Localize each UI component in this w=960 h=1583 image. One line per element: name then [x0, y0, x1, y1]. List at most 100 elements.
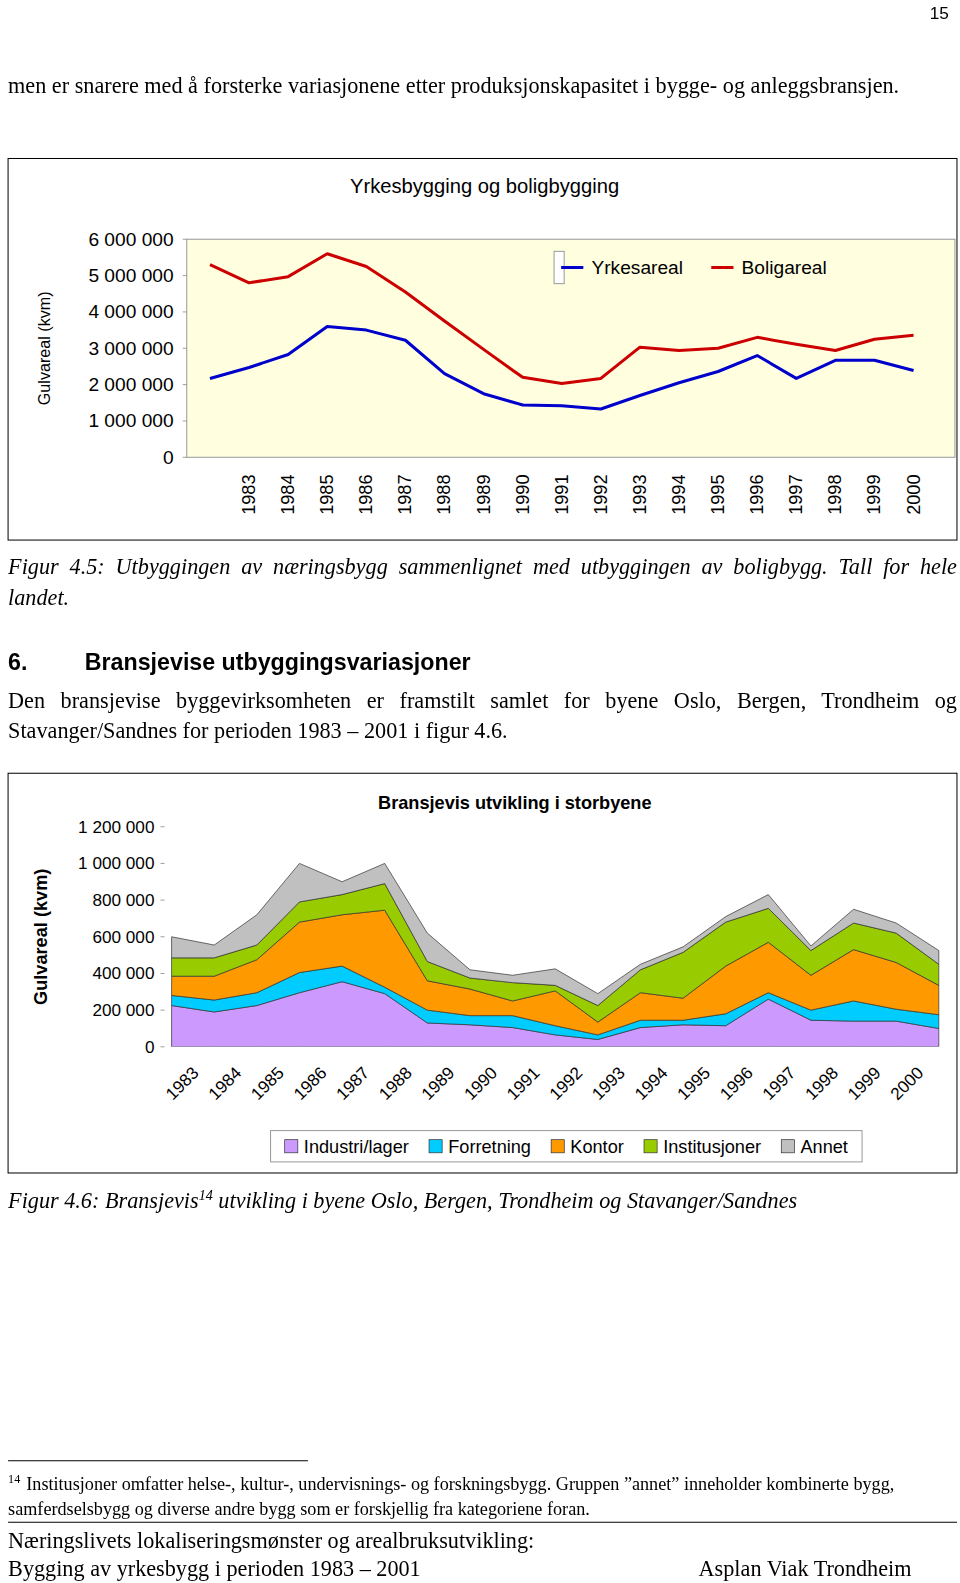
legend-label: Kontor	[570, 1137, 623, 1157]
x-tick-label: 1987	[395, 474, 415, 514]
y-tick	[161, 973, 165, 974]
x-tick-label: 1989	[417, 1063, 458, 1104]
legend-label: Boligareal	[742, 257, 827, 278]
x-tick-label: 1989	[474, 474, 494, 514]
heading: 6.Bransjevise utbyggingsvariasjoner	[8, 649, 957, 676]
area-series	[172, 863, 939, 1005]
y-tick	[161, 1010, 165, 1011]
x-tick-label: 1993	[630, 474, 650, 514]
y-tick-label: 6 000 000	[88, 229, 173, 250]
paragraph: Den bransjevise byggevirksomheten er fra…	[8, 685, 957, 746]
chart-title: Yrkesbygging og boligbygging	[350, 175, 619, 197]
charts-layer: Yrkesbygging og boligbygging 0 1 000 000 2 …	[0, 0, 960, 1583]
y-tick	[161, 936, 165, 937]
x-tick-label: 1985	[247, 1063, 288, 1104]
chart: Bransjevis utvikling i storbyene 0 200 000…	[8, 773, 957, 1173]
x-tick-label: 1984	[278, 474, 298, 514]
legend-swatch	[644, 1140, 657, 1153]
footnote: 14Institusjoner omfatter helse-, kultur-…	[8, 1472, 957, 1522]
x-tick-label: 1997	[758, 1063, 799, 1104]
footer-left: Næringslivets lokaliseringsmønster og ar…	[8, 1526, 715, 1554]
y-tick-label: 0	[163, 447, 174, 468]
x-tick-label: 1998	[825, 474, 845, 514]
caption: Figur 4.5: Utbyggingen av næringsbygg sa…	[8, 552, 957, 613]
legend-swatch	[429, 1140, 442, 1153]
y-tick-label: 3 000 000	[88, 338, 173, 359]
footnote-rule	[8, 1460, 308, 1461]
y-axis-label: Gulvareal (kvm)	[31, 869, 51, 1005]
legend-swatch	[711, 266, 733, 269]
paragraph: men er snarere med å forsterke variasjon…	[8, 71, 957, 101]
y-tick	[183, 384, 187, 385]
x-tick-label: 1995	[708, 474, 728, 514]
heading-text: Bransjevise utbyggingsvariasjoner	[85, 649, 471, 675]
y-tick	[183, 420, 187, 421]
caption: Figur 4.6: Bransjevis14 utvikling i byen…	[8, 1186, 957, 1216]
caption-text: Figur 4.6: Bransjevis	[8, 1188, 199, 1213]
legend-items: Industri/lager Forretning Kontor Institusjo…	[285, 1137, 848, 1157]
caption-text: utvikling i byene Oslo, Bergen, Trondhei…	[213, 1188, 797, 1213]
legend-label: Institusjoner	[663, 1137, 761, 1157]
caption-sup: 14	[199, 1188, 213, 1203]
y-tick	[161, 900, 165, 901]
x-tick-label: 1990	[513, 474, 533, 514]
x-tick-label: 1997	[786, 474, 806, 514]
legend-swatch	[781, 1140, 794, 1153]
chart-frame	[8, 773, 957, 1173]
x-tick-label: 1992	[545, 1063, 586, 1104]
x-tick-label: 1993	[588, 1063, 629, 1104]
y-tick-label: 800 000	[92, 890, 154, 910]
legend-label: Forretning	[448, 1137, 531, 1157]
x-tick-label: 1983	[239, 474, 259, 514]
legend-swatch	[561, 266, 583, 269]
x-tick-label: 1999	[864, 474, 884, 514]
footnote-text: Institusjoner omfatter helse-, kultur-, …	[8, 1474, 894, 1519]
line-series	[210, 326, 914, 408]
y-tick-label: 600 000	[92, 927, 154, 947]
page-number: 15	[888, 4, 949, 24]
legend-swatch	[285, 1140, 298, 1153]
y-tick-label: 5 000 000	[88, 265, 173, 286]
footer-right: Asplan Viak Trondheim	[606, 1555, 912, 1583]
footer-rule	[8, 1522, 957, 1523]
chart-frame	[8, 158, 957, 540]
y-tick	[161, 1046, 165, 1047]
x-tick-label: 1994	[630, 1062, 671, 1103]
x-tick-label: 1983	[162, 1063, 203, 1104]
y-tick-label: 2 000 000	[88, 374, 173, 395]
plot-area	[165, 827, 946, 1047]
y-tick	[183, 457, 187, 458]
x-tick-label: 1992	[591, 474, 611, 514]
x-tick-label: 1991	[503, 1063, 544, 1104]
x-tick-label: 1996	[747, 474, 767, 514]
heading-number: 6.	[8, 649, 85, 676]
legend-label: Industri/lager	[304, 1137, 409, 1157]
y-tick	[183, 239, 187, 240]
y-tick-label: 1 000 000	[88, 410, 173, 431]
legend: Yrkesareal Boligareal	[554, 251, 827, 283]
chart-title: Bransjevis utvikling i storbyene	[378, 793, 651, 813]
x-tick-label: 1995	[673, 1063, 714, 1104]
x-tick-label: 1988	[434, 474, 454, 514]
y-tick-label: 400 000	[92, 963, 154, 983]
y-tick	[161, 826, 165, 827]
x-tick-label: 1984	[204, 1062, 245, 1103]
y-tick-label: 1 200 000	[78, 817, 154, 837]
x-tick-label: 1987	[332, 1063, 373, 1104]
legend-label: Annet	[800, 1137, 847, 1157]
x-tick-label: 2000	[904, 474, 924, 514]
legend: Industri/lager Forretning Kontor Institusjo…	[271, 1131, 862, 1162]
x-tick-label: 1991	[552, 474, 572, 514]
legend-label: Yrkesareal	[591, 257, 683, 278]
y-tick	[183, 311, 187, 312]
y-tick-label: 4 000 000	[88, 301, 173, 322]
y-tick	[183, 275, 187, 276]
y-tick-label: 200 000	[92, 1000, 154, 1020]
y-tick	[161, 863, 165, 864]
x-tick-label: 1985	[317, 474, 337, 514]
x-tick-label: 2000	[886, 1063, 927, 1104]
legend-box	[271, 1131, 862, 1162]
y-tick-label: 0	[145, 1037, 155, 1057]
x-tick-label: 1990	[460, 1063, 501, 1104]
x-tick-label: 1988	[375, 1063, 416, 1104]
